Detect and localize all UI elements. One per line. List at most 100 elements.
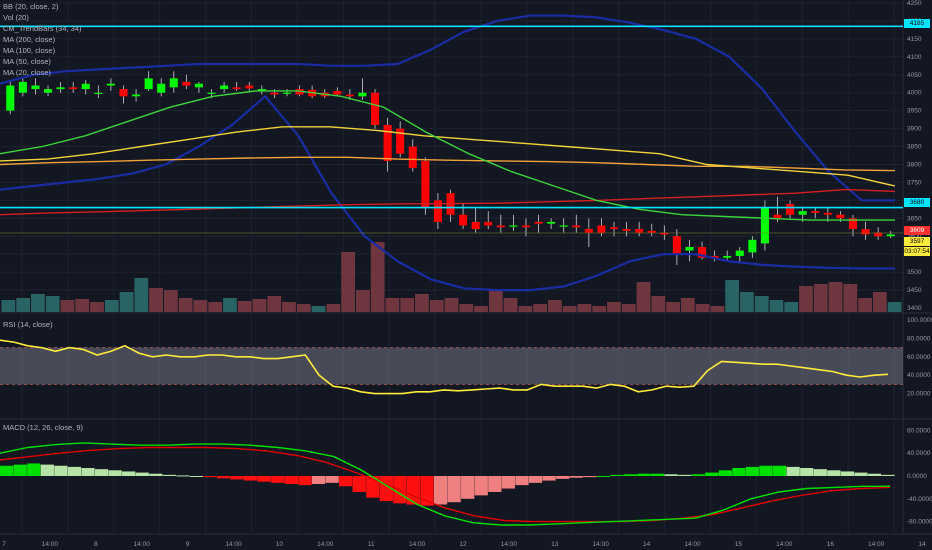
macd-histogram-bar [691,474,705,476]
volume-bar [104,300,119,312]
macd-histogram-bar [189,476,204,477]
candle-body [584,229,593,233]
volume-bar [237,301,252,312]
candle-body [270,92,279,95]
candle-body [257,89,266,91]
volume-bar [163,290,178,312]
volume-bar [533,304,548,312]
candle-body [773,214,782,219]
macd-histogram-bar [203,476,217,478]
macd-signal-line [0,446,891,523]
volume-bar [887,302,902,312]
price-axis-tick: 4150 [907,36,922,43]
macd-axis-tick: -40.0000 [907,496,932,503]
candle-body [886,234,895,237]
indicator-label-trendbars[interactable]: CM_TrendBars (34, 34) [3,24,82,33]
volume-bar [16,298,31,312]
candle-body [798,211,807,215]
volume-bar [577,304,592,312]
macd-histogram-bar [637,473,651,476]
macd-histogram-bar [854,472,868,476]
candle-body [760,207,769,244]
indicator-label-ma50[interactable]: MA (50, close) [3,57,51,66]
macd-histogram-bar [13,464,27,476]
macd-histogram-bar [366,476,380,498]
candle-body [836,214,845,219]
indicator-label-ma20[interactable]: MA (20, close) [3,68,51,77]
macd-line [0,442,890,526]
macd-histogram-bar [772,465,787,476]
bollinger-upper-line [0,14,895,202]
candle-body [748,239,757,253]
candle-body [144,78,153,90]
indicator-label-ma200[interactable]: MA (200, close) [3,35,56,44]
volume-bar [370,242,385,312]
volume-bar [1,300,16,312]
macd-histogram-bar [501,476,516,489]
bollinger-lower-line [0,94,895,292]
price-axis-tick: 3650 [907,215,922,222]
time-axis-tick: 14:00 [501,541,518,548]
volume-bar [385,298,400,312]
ma-yellow-line [0,126,896,187]
candle-body [6,85,15,111]
time-axis-tick: 16 [827,541,835,548]
rsi-line [0,339,889,395]
volume-bar [754,296,769,312]
macd-histogram-bar [135,472,149,476]
price-axis-tick: 3900 [907,126,922,133]
macd-histogram-bar [352,476,366,492]
time-axis-tick: 14:00 [134,541,151,548]
macd-histogram-bar [447,476,461,503]
last-price-badge: 3609 [904,226,930,235]
indicator-label-vol[interactable]: Vol (20) [3,13,29,22]
volume-bar [872,292,887,312]
candle-body [622,229,631,231]
price-axis-tick: 4250 [907,0,922,7]
candle-body [723,255,732,258]
candle-body [484,221,493,226]
volume-bar [621,304,636,312]
volume-bar [651,296,666,312]
volume-bar [459,304,474,312]
candle-body [710,255,719,258]
macd-histogram-bar [555,476,570,479]
macd-panel-title[interactable]: MACD (12, 26, close, 9) [3,423,84,432]
indicator-label-bb[interactable]: BB (20, close, 2) [3,2,59,11]
macd-histogram-bar [583,476,597,478]
rsi-panel-title[interactable]: RSI (14, close) [3,320,53,329]
volume-bar [636,282,651,312]
ma-green-line [0,90,895,221]
macd-histogram-bar [569,476,583,478]
volume-bar [740,292,754,312]
macd-histogram-bar [271,476,285,483]
volume-bar [178,298,193,312]
candle-body [459,214,468,226]
candle-body [182,81,191,86]
candle-body [358,92,367,97]
volume-bar [149,288,163,312]
candle-body [861,229,870,235]
macd-histogram-bar [664,474,678,476]
time-axis-tick: 14:00 [593,541,610,548]
volume-bar [252,299,267,312]
volume-bar [828,282,843,312]
candle-body [433,200,442,222]
volume-bar [296,304,311,312]
macd-histogram-bar [67,466,82,476]
volume-bar [710,306,725,312]
candle-body [635,229,644,233]
candle-body [874,232,883,237]
price-axis-tick: 3450 [907,287,922,294]
macd-histogram-bar [420,476,434,506]
rsi-axis-tick: 100.0000 [907,317,932,324]
time-axis-tick: 14:00 [684,541,701,548]
volume-bar [858,298,872,312]
volume-bar [503,298,518,312]
indicator-label-ma100[interactable]: MA (100, close) [3,46,56,55]
candle-body [534,221,543,224]
candle-body [157,83,166,93]
volume-bar [326,304,341,312]
volume-bar [223,298,237,312]
